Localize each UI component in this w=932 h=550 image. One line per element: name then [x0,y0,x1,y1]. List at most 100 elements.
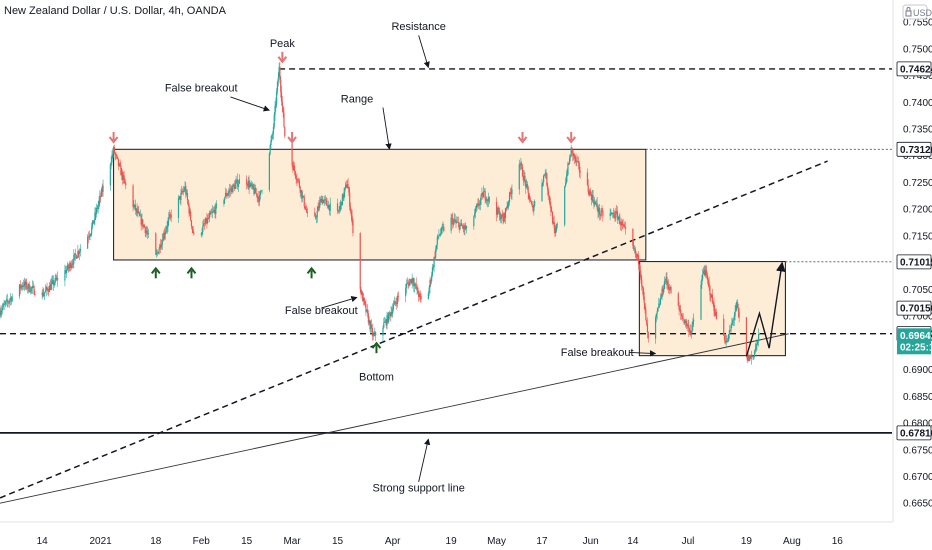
candle-body [340,201,342,206]
time-tick-label: 19 [446,536,458,547]
candle-body [450,217,452,232]
candle-body [164,231,167,235]
candle-body [462,226,464,230]
candle-body [169,214,171,216]
annotation-label: False breakout [165,83,238,95]
candle-body [184,186,186,191]
candle-body [213,209,215,211]
ticker-title: New Zealand Dollar / U.S. Dollar, 4h, OA… [4,5,227,17]
candle-body [713,302,715,311]
candle-body [454,219,456,222]
candle-body [383,322,385,328]
candle-body [440,227,442,234]
candle-body [112,153,114,155]
candle-body [645,309,647,321]
candle-body [664,280,666,282]
time-axis: 14 2021 18 Feb 15 Mar 15 Apr 19 May 17 Jun 14 Jul 19 Au… [0,521,893,550]
candle-body [420,296,422,300]
candle-body [706,270,708,276]
candle-body [254,187,256,194]
candle-body [118,163,120,166]
candle-body [555,230,557,233]
plot-background [0,0,892,522]
candle-body [588,191,590,196]
time-tick-label: Apr [385,536,401,547]
candle-body [92,220,94,224]
candle-body [91,220,94,227]
candle-body [93,219,95,224]
candle-body [564,182,567,187]
candle-body [74,253,77,256]
candle-body [666,277,668,283]
candle-body [320,198,322,203]
candle-body [369,320,371,330]
candle-body [100,189,103,197]
candle-body [668,289,670,291]
candle-body [478,203,480,206]
candle-body [375,332,377,336]
time-tick-label: 19 [741,536,753,547]
candle-body [163,232,165,241]
candle-body [689,330,692,334]
candle-body [461,226,464,227]
candle-body [619,216,621,225]
candle-body [233,185,236,189]
candle-body [511,189,513,195]
down-signal-icon [517,132,528,144]
candle-body [710,295,712,298]
arrow-head [186,266,197,274]
candle-body [526,183,528,188]
candle-body [452,217,454,225]
candle-body [160,244,162,248]
candle-body [325,199,327,201]
candle-body [293,165,295,171]
candle-body [318,206,320,208]
candle-body [115,154,117,156]
time-tick-label: 16 [832,536,844,547]
candle-body [646,323,649,333]
candle-body [178,196,180,198]
candle-body [594,201,597,204]
candle-body [57,277,59,281]
candle-body [737,308,739,312]
candle-body [65,270,67,274]
candle-body [365,304,367,312]
candle-body [663,288,665,293]
candle-body [302,195,304,199]
candle-body [569,156,571,158]
candle-body [100,195,102,197]
candle-body [386,315,388,326]
candle-body [598,207,601,216]
candle-body [179,196,181,201]
candle-body [234,184,236,189]
candle-body [406,282,408,284]
level-badge [896,254,932,270]
pointer-arrow-4 [321,296,358,309]
candle-body [351,215,353,220]
currency-button[interactable]: USD [902,4,932,20]
candle-body [8,301,10,303]
level-badge [896,425,932,441]
candle-body [183,190,185,192]
up-signal-icon [186,266,197,279]
candle-body [501,214,503,218]
candle-body [224,197,226,201]
candle-body [52,279,54,282]
candle-body [189,211,191,214]
candle-body [252,184,254,189]
candle-body [145,230,147,233]
candle-body [238,179,240,184]
time-tick-label: Feb [193,536,211,547]
candle-body [224,192,227,198]
candle-body [498,211,500,213]
up-signal-icon [150,266,161,279]
candle-body [680,310,682,314]
candle-body [0,312,2,316]
level-badge [896,300,932,316]
time-axis-background [0,522,893,550]
candle-body [116,154,118,157]
candle-body [134,204,137,211]
